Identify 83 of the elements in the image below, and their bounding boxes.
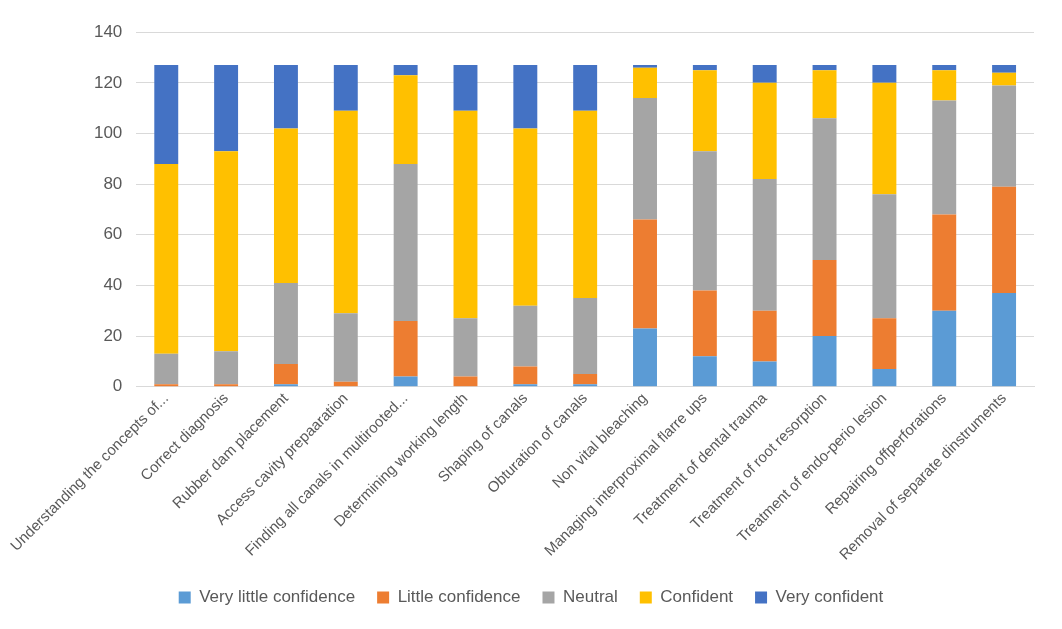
y-tick-label: 140 xyxy=(93,21,123,41)
y-tick-label: 60 xyxy=(103,224,123,244)
bar xyxy=(273,65,298,129)
bar xyxy=(872,82,897,195)
bar xyxy=(273,384,298,387)
bar xyxy=(692,151,717,291)
bar xyxy=(692,356,717,387)
bar xyxy=(333,110,358,314)
y-tick-label: 120 xyxy=(93,72,123,92)
bar xyxy=(273,282,298,364)
bar xyxy=(932,65,957,71)
bar xyxy=(992,72,1017,86)
y-tick-label: 20 xyxy=(103,325,123,345)
bar xyxy=(752,65,777,83)
bar xyxy=(453,65,478,111)
bar xyxy=(214,384,239,387)
bar xyxy=(214,351,239,385)
bar xyxy=(393,75,418,164)
bar xyxy=(872,194,897,319)
bar xyxy=(154,384,179,387)
bar xyxy=(872,318,897,370)
bar xyxy=(513,128,538,306)
bar xyxy=(513,305,538,367)
bar xyxy=(273,128,298,283)
bar xyxy=(154,163,179,354)
bar xyxy=(154,65,179,164)
legend-label: Neutral xyxy=(562,587,618,607)
bar xyxy=(932,214,957,311)
bar xyxy=(573,384,598,387)
bar xyxy=(692,65,717,71)
legend-label: Little confidence xyxy=(397,587,521,607)
bar xyxy=(752,361,777,387)
bar xyxy=(513,65,538,129)
bar xyxy=(692,70,717,152)
y-tick-label: 0 xyxy=(112,376,123,396)
bar xyxy=(513,366,538,385)
bar xyxy=(333,65,358,111)
bar xyxy=(812,65,837,71)
bar xyxy=(872,369,897,387)
bar xyxy=(573,110,598,299)
bar xyxy=(692,290,717,357)
bar xyxy=(992,293,1017,387)
bar xyxy=(214,151,239,352)
bar xyxy=(633,98,657,220)
bar xyxy=(992,65,1017,73)
bar xyxy=(752,310,777,362)
bar xyxy=(154,353,179,385)
bar xyxy=(932,70,957,101)
legend-label: Very confident xyxy=(775,587,884,607)
bar xyxy=(633,65,657,68)
bar xyxy=(573,374,598,385)
bar xyxy=(393,320,418,377)
bar xyxy=(333,313,358,382)
bar xyxy=(812,260,837,337)
bar xyxy=(453,376,478,387)
bar xyxy=(992,85,1017,187)
y-tick-label: 80 xyxy=(103,173,123,193)
y-tick-label: 100 xyxy=(93,123,123,143)
bar xyxy=(273,363,298,385)
bar xyxy=(393,376,418,387)
bar xyxy=(393,65,418,76)
bar xyxy=(872,65,897,83)
bar xyxy=(812,336,837,387)
y-tick-label: 40 xyxy=(103,275,123,295)
bar xyxy=(812,118,837,261)
bar xyxy=(633,328,657,387)
bar xyxy=(752,82,777,180)
legend-label: Confident xyxy=(660,587,734,607)
bar xyxy=(932,310,957,387)
bar xyxy=(513,384,538,387)
bar xyxy=(633,219,657,329)
bar xyxy=(573,65,598,111)
legend-label: Very little confidence xyxy=(199,587,356,607)
bar xyxy=(393,163,418,321)
bar xyxy=(633,67,657,99)
bar xyxy=(932,100,957,215)
bar xyxy=(453,110,478,319)
bar xyxy=(812,70,837,119)
bar xyxy=(573,298,598,375)
bar xyxy=(453,318,478,377)
bar xyxy=(214,65,239,152)
bar xyxy=(992,186,1017,294)
bar xyxy=(752,179,777,311)
